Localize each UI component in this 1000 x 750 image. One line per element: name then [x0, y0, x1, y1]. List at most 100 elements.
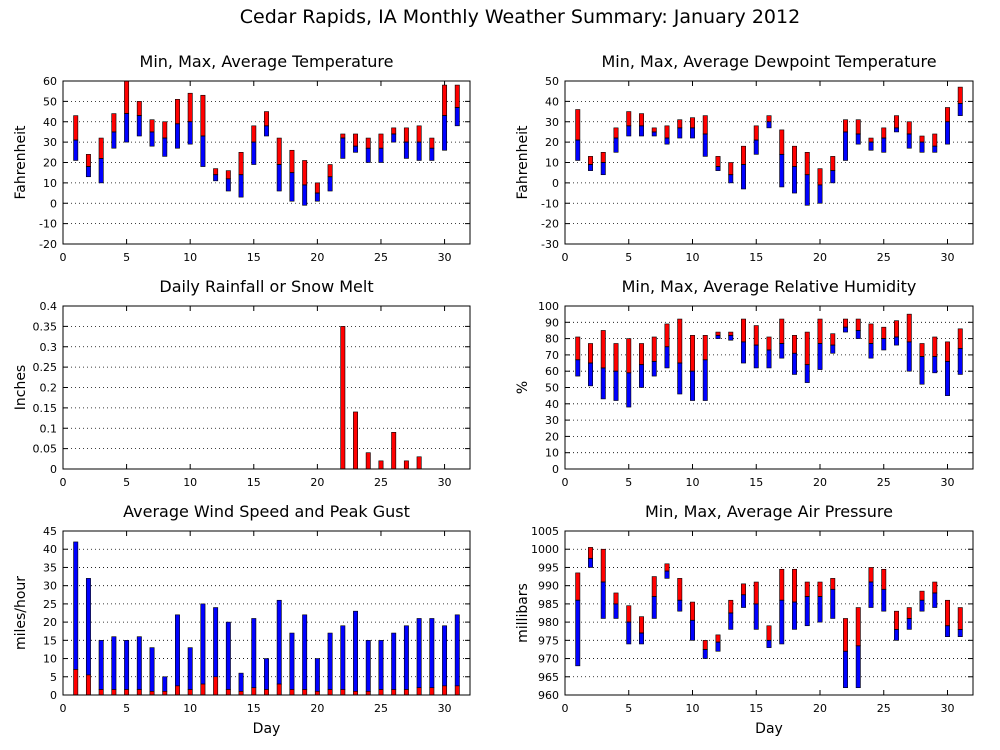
bar-upper — [664, 323, 670, 348]
y-tick-label: 25 — [43, 598, 57, 611]
bar-peak-gust — [302, 614, 308, 690]
bar-lower — [919, 599, 925, 612]
bar-lower — [715, 166, 721, 171]
bar-upper — [613, 127, 619, 139]
bar-lower — [868, 343, 874, 359]
bar-lower — [792, 352, 797, 375]
panel-title: Min, Max, Average Air Pressure — [645, 502, 893, 521]
y-tick-label: 0.2 — [40, 382, 58, 395]
bar-avg-wind — [162, 691, 168, 696]
plot-frame — [564, 305, 974, 470]
bar-avg-wind — [264, 689, 269, 696]
bar-avg-wind — [454, 685, 460, 696]
bar-upper — [906, 607, 912, 619]
bar-upper — [403, 127, 409, 143]
bar-upper — [753, 581, 759, 605]
bar-peak-gust — [403, 625, 409, 690]
bar-lower — [830, 170, 836, 184]
bar-avg-wind — [98, 689, 104, 696]
bar-avg-wind — [391, 689, 397, 696]
bar-peak-gust — [353, 610, 358, 692]
y-tick-label: 5 — [50, 671, 57, 684]
bar-lower — [843, 131, 848, 161]
bar-peak-gust — [314, 658, 320, 692]
bar-avg-wind — [111, 689, 117, 696]
panel-title: Daily Rainfall or Snow Melt — [159, 277, 373, 296]
y-tick-label: 10 — [43, 177, 57, 190]
bar-lower — [728, 335, 734, 341]
bar-peak-gust — [391, 632, 397, 690]
bar-avg-wind — [251, 687, 257, 696]
bar-peak-gust — [200, 603, 206, 685]
x-tick-label: 5 — [123, 476, 130, 489]
y-tick-label: -20 — [541, 218, 559, 231]
bar-lower — [766, 349, 772, 369]
y-tick-label: 20 — [545, 430, 559, 443]
bar-precip — [391, 432, 397, 470]
bar-avg-wind — [365, 691, 371, 696]
bar-lower — [73, 139, 79, 161]
x-tick-label: 15 — [247, 251, 261, 264]
bar-upper — [302, 160, 308, 186]
bar-lower — [779, 343, 785, 359]
bar-upper — [779, 568, 785, 601]
bar-lower — [85, 166, 91, 178]
bar-lower — [187, 121, 193, 145]
bar-upper — [690, 117, 695, 129]
y-axis-label: Fahrenheit — [515, 125, 531, 200]
bar-upper — [741, 318, 746, 343]
bar-lower — [932, 592, 938, 608]
bar-avg-wind — [136, 689, 142, 696]
bar-lower — [213, 174, 219, 182]
y-tick-label: -10 — [541, 197, 559, 210]
bar-lower — [639, 364, 644, 388]
bar-lower — [906, 618, 912, 630]
bar-upper — [855, 119, 861, 135]
bar-lower — [225, 178, 231, 192]
bar-peak-gust — [111, 636, 117, 690]
bar-upper — [175, 99, 180, 125]
bar-upper — [894, 115, 899, 129]
bar-avg-wind — [403, 689, 409, 696]
bar-upper — [238, 152, 244, 176]
bar-upper — [264, 111, 269, 127]
bar-avg-wind — [225, 689, 231, 696]
y-tick-label: 980 — [538, 616, 559, 629]
bar-lower — [894, 127, 899, 133]
bar-precip — [378, 460, 384, 470]
x-tick-label: 25 — [374, 702, 388, 715]
bar-lower — [429, 147, 435, 161]
bar-lower — [353, 145, 358, 153]
y-tick-label: 10 — [545, 157, 559, 170]
bar-peak-gust — [124, 640, 130, 690]
bar-upper — [276, 137, 282, 165]
bar-lower — [702, 133, 708, 157]
bar-upper — [702, 115, 708, 135]
bar-lower — [894, 336, 899, 346]
bar-lower — [766, 640, 772, 648]
y-tick-label: 0.3 — [40, 341, 58, 354]
bar-lower — [830, 589, 836, 619]
bar-avg-wind — [314, 691, 320, 696]
bar-lower — [175, 123, 180, 149]
bar-peak-gust — [187, 647, 193, 690]
bar-avg-wind — [187, 689, 193, 696]
bar-peak-gust — [276, 599, 282, 685]
bar-lower — [264, 125, 269, 137]
y-tick-label: -30 — [541, 238, 559, 251]
bar-upper — [85, 154, 91, 167]
bar-lower — [766, 121, 772, 129]
bar-lower — [945, 625, 950, 637]
bar-lower — [626, 372, 632, 408]
bar-lower — [588, 164, 593, 171]
bar-upper — [932, 581, 938, 594]
bar-upper — [600, 330, 606, 369]
bar-upper — [690, 601, 695, 621]
bar-upper — [613, 592, 619, 605]
bar-upper — [327, 164, 333, 178]
y-tick-label: 45 — [43, 525, 57, 538]
bar-lower — [664, 137, 670, 145]
bar-avg-wind — [175, 685, 180, 696]
bar-lower — [690, 127, 695, 139]
bar-lower — [391, 133, 397, 143]
